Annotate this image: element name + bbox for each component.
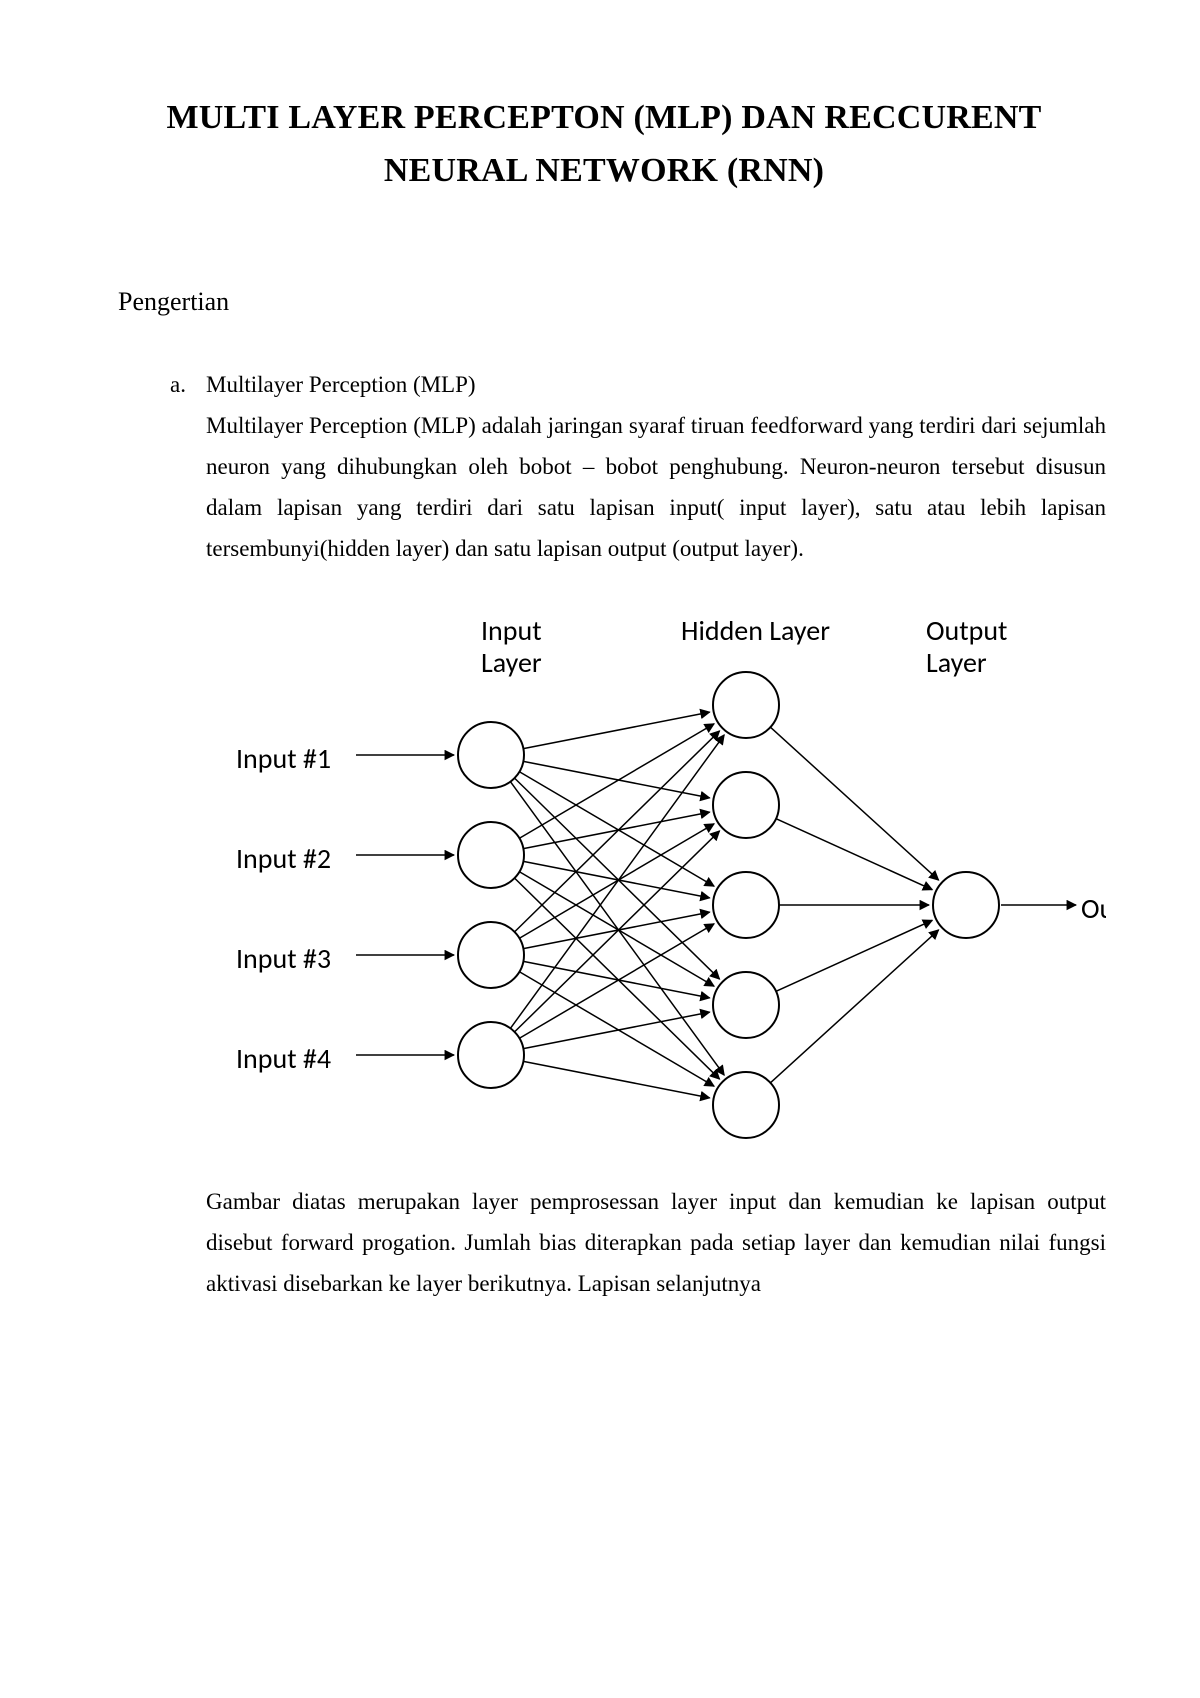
mlp-diagram: InputLayerHidden LayerOutputLayerInput #… [206,600,1106,1140]
title-line-1: MULTI LAYER PERCEPTON (MLP) DAN RECCUREN… [167,99,1042,136]
svg-text:Input #3: Input #3 [236,941,331,976]
svg-text:Input #2: Input #2 [236,841,331,876]
svg-text:Input: Input [481,613,542,648]
svg-text:Output: Output [1081,891,1106,926]
document-page: MULTI LAYER PERCEPTON (MLP) DAN RECCUREN… [0,0,1200,1698]
svg-text:Input #4: Input #4 [236,1041,331,1076]
svg-text:Output: Output [926,613,1007,648]
svg-text:Input #1: Input #1 [236,741,331,776]
list-body: Multilayer Perception (MLP) Multilayer P… [206,365,1106,1335]
mlp-network-svg: InputLayerHidden LayerOutputLayerInput #… [206,600,1106,1140]
section-heading: Pengertian [118,287,1090,317]
svg-text:Hidden Layer: Hidden Layer [681,613,830,648]
title-line-2: NEURAL NETWORK (RNN) [384,152,824,189]
svg-text:Layer: Layer [926,645,987,680]
item-paragraph-1: Multilayer Perception (MLP) adalah jarin… [206,406,1106,570]
list-item-a: a. Multilayer Perception (MLP) Multilaye… [170,365,1090,1335]
page-title: MULTI LAYER PERCEPTON (MLP) DAN RECCUREN… [118,92,1090,197]
list-marker: a. [170,365,206,1335]
ordered-list: a. Multilayer Perception (MLP) Multilaye… [170,365,1090,1335]
item-heading: Multilayer Perception (MLP) [206,365,1106,406]
svg-text:Layer: Layer [481,645,542,680]
item-paragraph-2: Gambar diatas merupakan layer pemprosess… [206,1182,1106,1305]
